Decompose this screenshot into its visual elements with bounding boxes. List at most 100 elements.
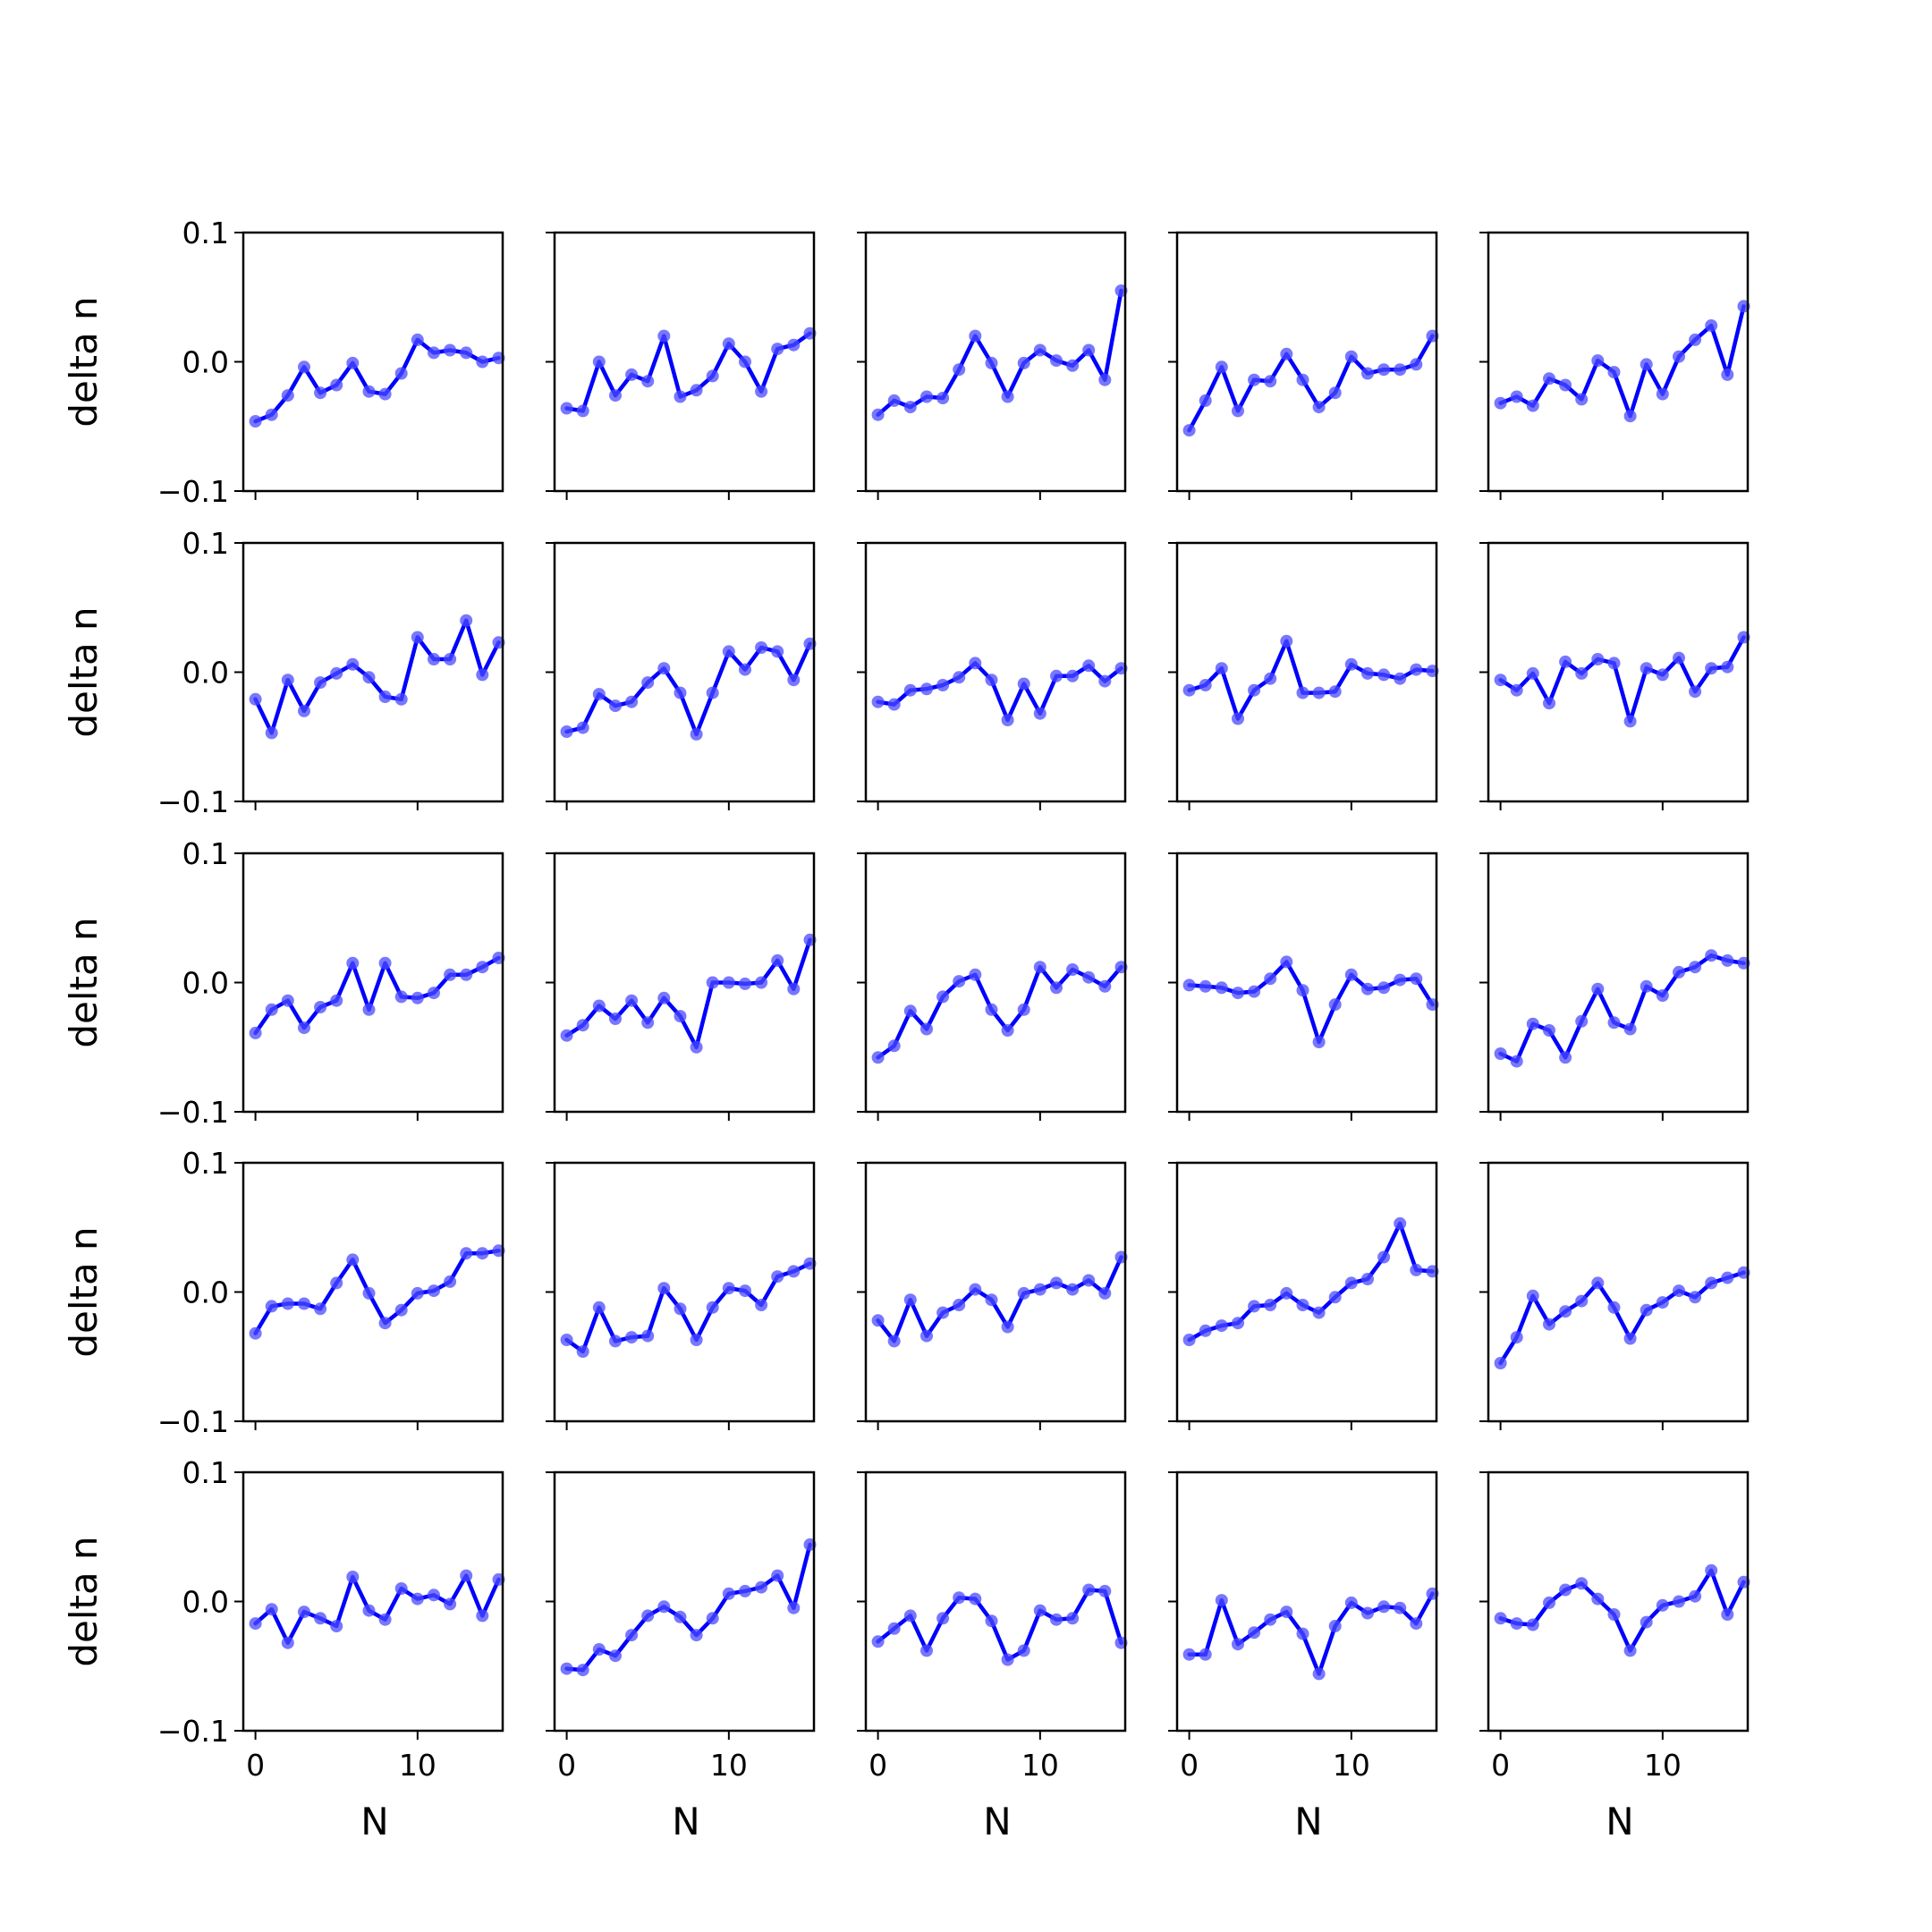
data-point [460, 1247, 473, 1260]
data-point [1575, 666, 1589, 680]
data-point [755, 385, 768, 398]
data-point [1640, 1615, 1653, 1629]
data-point [1394, 1216, 1407, 1230]
axes-frame [553, 1161, 816, 1423]
data-point [330, 1276, 343, 1290]
data-point [378, 691, 392, 703]
y-tick-label: 0.1 [182, 836, 229, 871]
data-point [1050, 1613, 1063, 1626]
data-point [657, 1600, 671, 1614]
data-point [394, 692, 408, 706]
data-point [476, 355, 489, 369]
series-line [1498, 1270, 1746, 1366]
data-point [1377, 668, 1391, 682]
data-point [1232, 404, 1244, 418]
data-point [1082, 1583, 1096, 1597]
data-point [1248, 373, 1261, 386]
subplot-r5-c1: −0.1 0.0 0.1 0 10 delta n N [62, 1455, 505, 1843]
data-point [1280, 955, 1293, 969]
data-point [1182, 683, 1196, 697]
data-point [1510, 390, 1523, 403]
data-point [476, 961, 489, 974]
x-tick-label: 0 [246, 1748, 265, 1783]
data-point [771, 1569, 784, 1582]
y-axis-label: delta n [62, 1536, 106, 1666]
subplot-r5-c4: 0 10 N [1168, 1470, 1439, 1843]
subplot-r4-c2 [546, 1161, 817, 1430]
y-tick-label: 0.1 [182, 1455, 229, 1490]
data-point [1559, 1305, 1572, 1318]
subplot-r2-c1: −0.1 0.0 0.1 delta n [62, 526, 505, 819]
data-point [1623, 1332, 1637, 1345]
data-point [411, 991, 424, 1004]
data-point [641, 676, 655, 690]
data-point [1066, 1283, 1080, 1296]
data-point [871, 1051, 885, 1064]
data-point [314, 1302, 327, 1316]
axes-frame [1175, 852, 1438, 1114]
data-point [1199, 1648, 1212, 1661]
data-point [1607, 1608, 1621, 1621]
data-point [1001, 390, 1014, 403]
axes-frame [1487, 1161, 1750, 1423]
data-point [871, 695, 885, 708]
data-point [1033, 1283, 1046, 1296]
data-point [1705, 949, 1718, 962]
y-tick-label: 0.0 [182, 1585, 229, 1620]
data-point [936, 679, 950, 691]
data-point [1689, 961, 1702, 974]
data-point [298, 1021, 310, 1035]
series-line [564, 1261, 812, 1354]
data-point [1526, 666, 1539, 680]
data-point [1410, 663, 1423, 676]
data-point [1296, 1627, 1309, 1640]
data-point [346, 356, 360, 369]
data-point [1656, 387, 1669, 401]
data-point [887, 1622, 901, 1635]
data-point [1050, 981, 1063, 995]
y-tick-label: −0.1 [157, 1095, 229, 1130]
x-tick-label: 0 [557, 1748, 576, 1783]
x-tick-label: 0 [1180, 1748, 1199, 1783]
series-line [253, 1573, 501, 1645]
data-point [1689, 1291, 1702, 1304]
data-point [1607, 1016, 1621, 1030]
series-line [1187, 639, 1435, 721]
data-point [674, 1302, 687, 1316]
data-point [771, 1270, 784, 1284]
data-point [787, 338, 801, 352]
subplot-r3-c1: −0.1 0.0 0.1 delta n [62, 836, 505, 1130]
data-point [1232, 1638, 1244, 1651]
data-point [281, 994, 294, 1007]
data-point [755, 1580, 768, 1594]
data-point [755, 976, 768, 989]
data-point [1575, 1577, 1589, 1590]
data-point [739, 977, 751, 990]
data-point [1082, 343, 1096, 357]
data-point [657, 991, 671, 1004]
data-point [887, 698, 901, 711]
data-point [1510, 683, 1523, 697]
data-point [428, 653, 440, 665]
data-point [1673, 651, 1685, 665]
data-point [330, 994, 343, 1007]
y-tick-label: −0.1 [157, 1404, 229, 1439]
data-point [1705, 319, 1718, 332]
data-point [1377, 981, 1391, 995]
data-point [1215, 360, 1228, 374]
data-point [1232, 987, 1244, 1000]
data-point [1623, 410, 1637, 423]
data-point [969, 1592, 982, 1606]
data-point [787, 1601, 801, 1614]
data-point [690, 384, 703, 397]
data-point [1248, 1300, 1261, 1313]
data-point [298, 360, 310, 374]
data-point [281, 389, 294, 402]
series-line [1498, 304, 1746, 419]
y-axis-label: delta n [62, 917, 106, 1047]
data-point [674, 1010, 687, 1023]
data-point [1017, 677, 1030, 691]
data-point [1410, 1617, 1423, 1631]
axes-frame [553, 541, 816, 803]
data-point [641, 1016, 655, 1030]
